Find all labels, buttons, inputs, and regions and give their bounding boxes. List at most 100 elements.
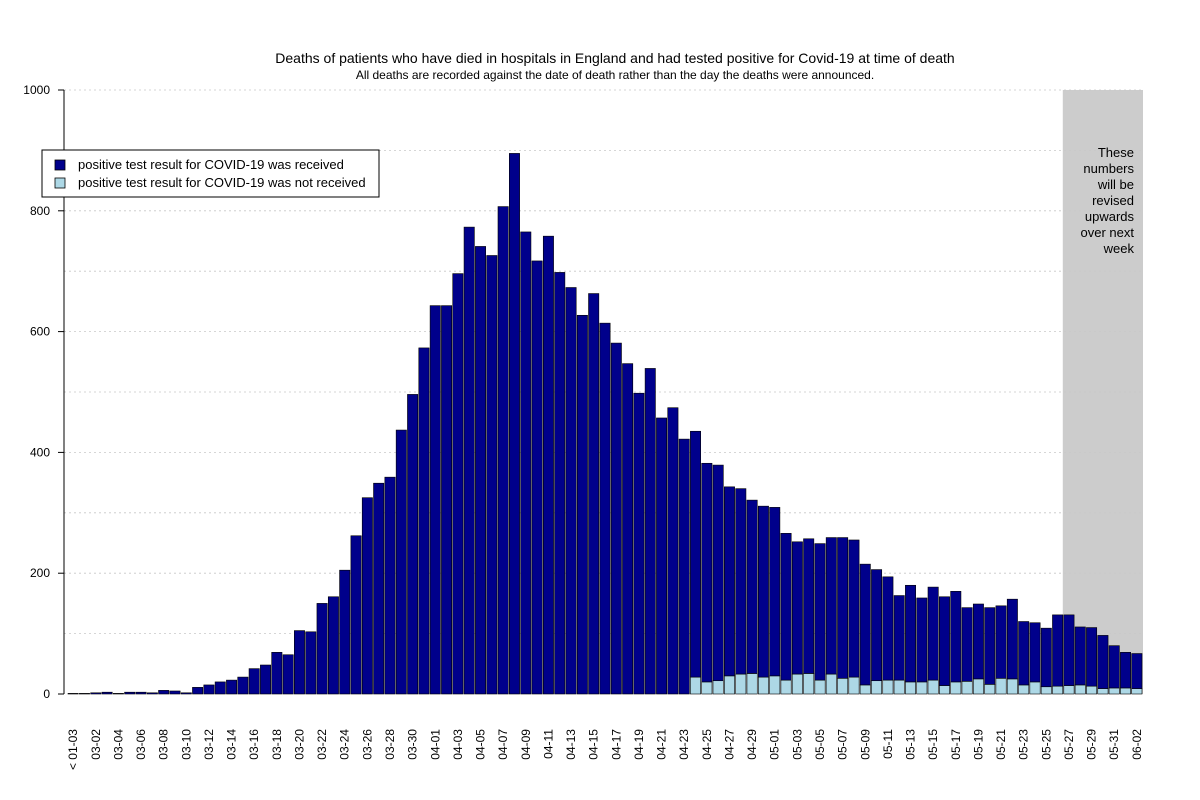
x-tick-label: 05-21: [994, 729, 1008, 760]
bar-received: [463, 226, 475, 695]
bar-received: [248, 668, 260, 695]
x-tick-label: 05-29: [1085, 729, 1099, 760]
y-tick-label: 800: [30, 204, 50, 218]
bar-not-received: [837, 677, 849, 695]
bar-received: [316, 603, 328, 695]
bar-received: [135, 691, 147, 695]
provisional-note-line: will be: [1097, 177, 1134, 192]
x-tick-label: 05-23: [1017, 729, 1031, 760]
bar-received: [1006, 598, 1018, 680]
x-tick-label: 04-13: [564, 729, 578, 760]
x-tick-label: 03-24: [338, 729, 352, 760]
bar-not-received: [1029, 681, 1041, 695]
bar-not-received: [1074, 684, 1086, 695]
legend-swatch-not-received: [54, 177, 66, 189]
chart-title: Deaths of patients who have died in hosp…: [275, 50, 954, 66]
x-tick-label: 04-17: [609, 729, 623, 760]
bar-received: [1131, 653, 1143, 689]
bar-received: [1074, 626, 1086, 686]
bar-received: [1097, 635, 1109, 689]
x-tick-label: 06-02: [1130, 729, 1144, 760]
bar-received: [610, 342, 622, 695]
bar-not-received: [871, 680, 883, 695]
bar-received: [950, 591, 962, 683]
bar-received: [67, 693, 79, 695]
bar-received: [112, 693, 124, 695]
x-tick-label: 03-12: [202, 729, 216, 760]
bar-not-received: [893, 679, 905, 695]
bar-received: [972, 603, 984, 680]
y-tick-label: 0: [43, 687, 50, 701]
bar-received: [497, 206, 509, 695]
x-tick-label: 03-28: [383, 729, 397, 760]
bar-received: [678, 438, 690, 695]
x-tick-label: 05-17: [949, 729, 963, 760]
bar-received: [622, 363, 634, 695]
bar-received: [871, 569, 883, 682]
x-tick-label: 04-23: [677, 729, 691, 760]
bar-received: [1052, 614, 1064, 687]
bar-received: [452, 273, 464, 695]
bar-not-received: [927, 679, 939, 695]
bar-received: [158, 690, 170, 695]
bar-not-received: [803, 673, 815, 695]
x-tick-label: 04-07: [496, 729, 510, 760]
bar-received: [1018, 621, 1030, 686]
bar-received: [1063, 614, 1075, 686]
bar-not-received: [1131, 688, 1143, 695]
bar-received: [1029, 622, 1041, 683]
x-tick-label: 04-03: [451, 729, 465, 760]
bar-received: [520, 231, 532, 695]
bar-not-received: [1086, 685, 1098, 695]
bar-received: [486, 255, 498, 695]
legend-label-not-received: positive test result for COVID-19 was no…: [78, 175, 366, 190]
bar-received: [327, 596, 339, 695]
bar-received: [735, 488, 747, 675]
x-tick-label: 04-29: [745, 729, 759, 760]
y-tick-label: 1000: [23, 83, 50, 97]
bars-layer: [67, 153, 1143, 695]
bar-received: [644, 368, 656, 695]
bar-received: [701, 462, 713, 683]
bar-received: [893, 595, 905, 681]
y-tick-label: 400: [30, 445, 50, 459]
bar-not-received: [825, 673, 837, 695]
y-tick-label: 200: [30, 566, 50, 580]
bar-not-received: [701, 681, 713, 695]
bar-received: [837, 537, 849, 679]
x-tick-label: 03-10: [179, 729, 193, 760]
bar-not-received: [1040, 686, 1052, 695]
legend-box: [41, 149, 380, 198]
bar-not-received: [859, 684, 871, 695]
x-tick-label: 03-22: [315, 729, 329, 760]
bar-received: [995, 605, 1007, 679]
x-tick-label: 03-06: [134, 729, 148, 760]
bar-not-received: [1052, 685, 1064, 695]
x-tick-label: 03-30: [406, 729, 420, 760]
bar-received: [746, 499, 758, 674]
x-tick-label: 03-14: [225, 729, 239, 760]
bar-received: [633, 392, 645, 695]
bar-received: [339, 569, 351, 695]
bar-not-received: [769, 675, 781, 695]
bar-received: [350, 535, 362, 695]
x-tick-label: 05-25: [1039, 729, 1053, 760]
bar-received: [916, 597, 928, 683]
x-tick-label: 03-20: [292, 729, 306, 760]
bar-not-received: [1063, 685, 1075, 695]
bar-not-received: [1006, 678, 1018, 695]
bar-received: [169, 690, 181, 695]
bar-received: [429, 305, 441, 695]
x-tick-label: 05-05: [813, 729, 827, 760]
bar-not-received: [1097, 688, 1109, 695]
bar-received: [961, 607, 973, 682]
bar-received: [814, 543, 826, 681]
x-tick-label: 04-25: [700, 729, 714, 760]
bar-received: [180, 692, 192, 695]
y-tick-label: 600: [30, 325, 50, 339]
bar-received: [373, 482, 385, 695]
provisional-note-line: week: [1103, 241, 1135, 256]
bar-received: [384, 476, 396, 695]
